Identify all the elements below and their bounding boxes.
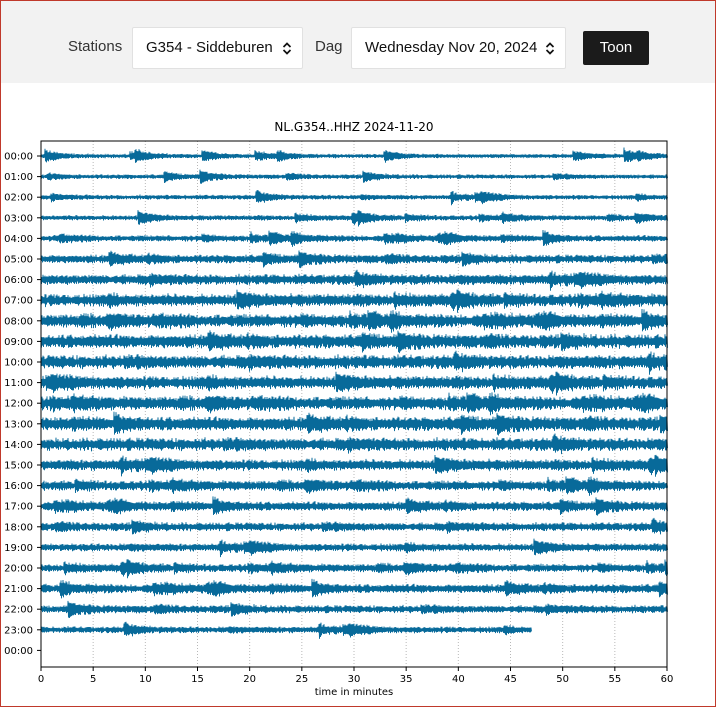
x-tick-label: 25 [295, 674, 308, 685]
station-select[interactable]: G354 - Siddeburen [132, 27, 303, 69]
day-label: Dag [315, 38, 343, 55]
trace-row [40, 411, 668, 436]
x-tick-label: 15 [191, 674, 204, 685]
x-axis-ticks: 0 5 10 15 20 25 30 35 40 45 50 55 60 [38, 667, 674, 685]
y-tick-label: 23:00 [4, 625, 33, 636]
x-tick-label: 30 [348, 674, 361, 685]
day-select-value: Wednesday Nov 20, 2024 [365, 39, 538, 56]
trace-row [40, 308, 668, 333]
y-tick-label: 08:00 [4, 316, 33, 327]
y-tick-label: 00:00 [4, 152, 33, 163]
trace-row [40, 189, 668, 206]
y-tick-label: 20:00 [4, 564, 33, 575]
x-tick-label: 55 [608, 674, 621, 685]
trace-row [40, 392, 668, 416]
x-tick-label: 60 [661, 674, 674, 685]
trace-row [40, 350, 668, 375]
x-tick-label: 10 [139, 674, 152, 685]
toolbar: Stations G354 - Siddeburen Dag Wednesday… [1, 1, 715, 83]
trace-row [40, 371, 668, 396]
trace-row [40, 454, 668, 477]
trace-row [40, 210, 668, 227]
y-tick-label: 15:00 [4, 461, 33, 472]
y-tick-label: 00:00 [4, 646, 33, 657]
y-tick-label: 03:00 [4, 213, 33, 224]
y-tick-label: 01:00 [4, 172, 33, 183]
station-select-value: G354 - Siddeburen [146, 39, 273, 56]
trace-row [40, 169, 668, 184]
trace-row [40, 229, 668, 247]
trace-row [40, 600, 668, 619]
y-tick-label: 06:00 [4, 275, 33, 286]
y-tick-label: 14:00 [4, 440, 33, 451]
trace-row [40, 433, 668, 455]
trace-row [40, 269, 668, 291]
y-tick-label: 11:00 [4, 378, 33, 389]
x-axis-label: time in minutes [315, 687, 394, 698]
trace-row [40, 250, 668, 269]
x-tick-label: 5 [90, 674, 96, 685]
trace-row [40, 476, 668, 496]
y-tick-label: 05:00 [4, 255, 33, 266]
grid-lines [92, 141, 616, 667]
chevron-up-down-icon [282, 42, 292, 55]
x-tick-label: 35 [400, 674, 413, 685]
y-tick-label: 16:00 [4, 481, 33, 492]
y-tick-label: 18:00 [4, 522, 33, 533]
trace-row [40, 496, 668, 516]
x-tick-label: 0 [38, 674, 44, 685]
trace-row [40, 538, 668, 558]
trace-row [40, 330, 668, 354]
y-tick-label: 04:00 [4, 234, 33, 245]
y-tick-label: 10:00 [4, 358, 33, 369]
stations-label: Stations [68, 38, 123, 55]
y-tick-label: 21:00 [4, 584, 33, 595]
trace-row [40, 289, 668, 313]
trace-row [40, 559, 668, 579]
trace-rows [40, 147, 668, 639]
chart-title: NL.G354..HHZ 2024-11-20 [274, 120, 433, 134]
trace-row [40, 517, 668, 535]
y-tick-label: 22:00 [4, 605, 33, 616]
y-tick-label: 02:00 [4, 193, 33, 204]
trace-row [40, 578, 668, 599]
y-tick-label: 09:00 [4, 337, 33, 348]
y-tick-label: 13:00 [4, 419, 33, 430]
show-button[interactable]: Toon [583, 31, 649, 65]
plot-frame [40, 140, 668, 668]
chevron-up-down-icon [545, 42, 555, 55]
helicorder-plot: NL.G354..HHZ 2024-11-20 00:0001:0002:000… [4, 120, 674, 698]
y-tick-label: 12:00 [4, 399, 33, 410]
day-select[interactable]: Wednesday Nov 20, 2024 [351, 27, 566, 69]
x-tick-label: 40 [452, 674, 465, 685]
y-tick-label: 07:00 [4, 296, 33, 307]
x-tick-label: 45 [504, 674, 517, 685]
y-tick-label: 19:00 [4, 543, 33, 554]
y-tick-label: 17:00 [4, 502, 33, 513]
x-tick-label: 20 [243, 674, 256, 685]
x-tick-label: 50 [556, 674, 569, 685]
y-axis-ticks: 00:00 01:00 02:00 03:00 04:00 05:00 06:00 07:00… [4, 152, 41, 657]
trace-row [40, 147, 668, 163]
